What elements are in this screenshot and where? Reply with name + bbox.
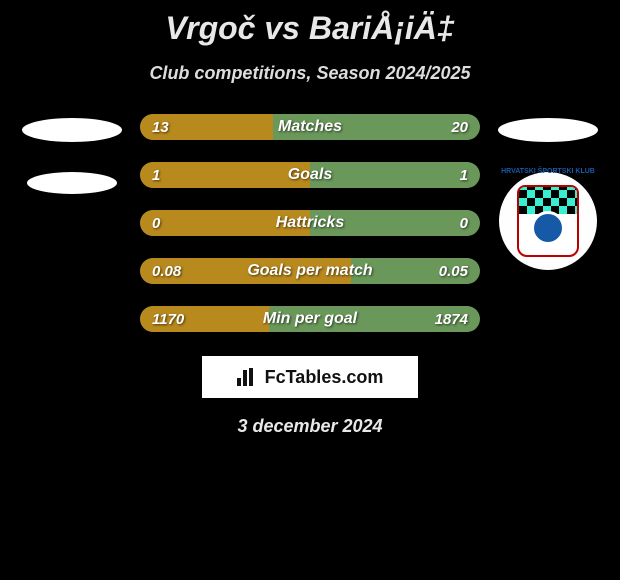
- right-placeholder-badge: [498, 118, 598, 142]
- crest-ring-text: HRVATSKI ŠPORTSKI KLUB: [499, 168, 597, 175]
- stat-label: Goals: [140, 162, 480, 188]
- root: Vrgoč vs BariÅ¡iÄ‡ Club competitions, Se…: [0, 0, 620, 437]
- stat-label: Hattricks: [140, 210, 480, 236]
- stat-bars: 13Matches20 1Goals1 0Hattricks0 0.08Goals p…: [140, 114, 480, 332]
- stat-value-right: 20: [451, 114, 468, 140]
- page-title: Vrgoč vs BariÅ¡iÄ‡: [0, 10, 620, 47]
- crest-circle: [531, 211, 565, 245]
- fctables-logo: FcTables.com: [202, 356, 418, 398]
- footer-date: 3 december 2024: [0, 416, 620, 437]
- left-placeholder-badge-2: [27, 172, 117, 194]
- right-badge-column: HRVATSKI ŠPORTSKI KLUB: [498, 114, 598, 270]
- stat-bar: 0.08Goals per match0.05: [140, 258, 480, 284]
- left-placeholder-badge-1: [22, 118, 122, 142]
- stat-value-right: 1: [460, 162, 468, 188]
- bar-chart-icon: [237, 368, 259, 386]
- subtitle: Club competitions, Season 2024/2025: [0, 63, 620, 84]
- stat-bar: 1Goals1: [140, 162, 480, 188]
- stat-bar: 13Matches20: [140, 114, 480, 140]
- stat-bar: 0Hattricks0: [140, 210, 480, 236]
- club-crest: HRVATSKI ŠPORTSKI KLUB: [499, 172, 597, 270]
- left-badge-column: [22, 114, 122, 224]
- comparison-section: 13Matches20 1Goals1 0Hattricks0 0.08Goals p…: [0, 114, 620, 332]
- logo-text: FcTables.com: [265, 367, 384, 388]
- stat-label: Goals per match: [140, 258, 480, 284]
- crest-shield: [517, 185, 579, 257]
- stat-value-right: 0.05: [439, 258, 468, 284]
- stat-label: Matches: [140, 114, 480, 140]
- stat-label: Min per goal: [140, 306, 480, 332]
- stat-value-right: 1874: [435, 306, 468, 332]
- stat-bar: 1170Min per goal1874: [140, 306, 480, 332]
- stat-value-right: 0: [460, 210, 468, 236]
- crest-checker: [519, 187, 577, 214]
